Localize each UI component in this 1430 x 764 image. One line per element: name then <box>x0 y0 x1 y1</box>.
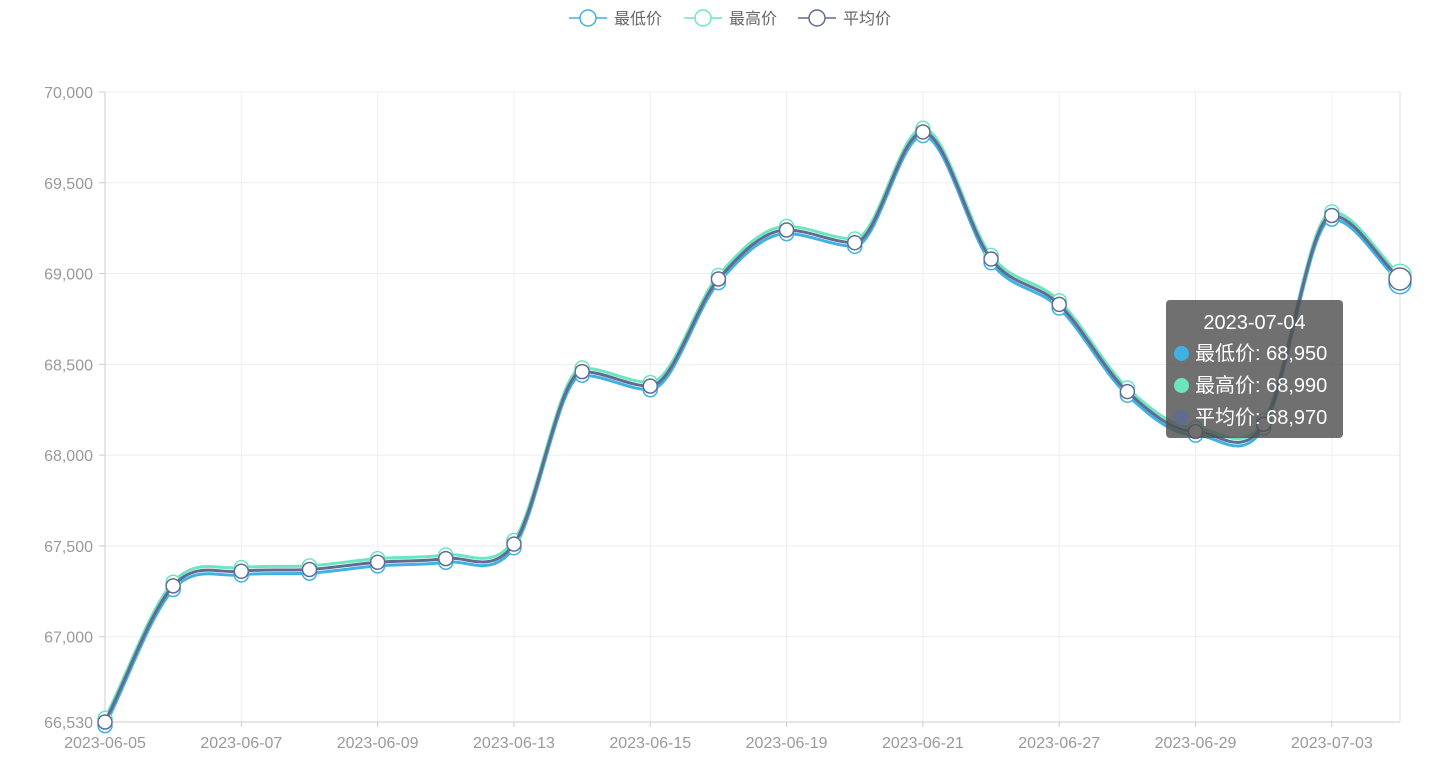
y-tick-label: 69,500 <box>44 176 93 193</box>
tooltip-row-min: 最低价: 68,950 <box>1174 338 1335 370</box>
series-avg-point[interactable] <box>438 550 454 567</box>
legend-item-max[interactable]: 最高价 <box>684 9 777 28</box>
series-avg-point[interactable] <box>1324 207 1340 224</box>
x-tick-label: 2023-06-15 <box>609 735 691 752</box>
y-tick-label: 68,500 <box>44 357 93 374</box>
y-tick-label: 69,000 <box>44 267 93 284</box>
x-tick-label: 2023-06-09 <box>337 735 419 752</box>
y-tick-label: 67,000 <box>44 630 93 647</box>
legend-item-min[interactable]: 最低价 <box>569 9 662 28</box>
hover-tooltip: 2023-07-04 最低价: 68,950 最高价: 68,990 平均价: … <box>1166 300 1343 438</box>
tooltip-row-avg: 平均价: 68,970 <box>1174 402 1335 434</box>
legend-min-marker-icon <box>579 9 597 27</box>
series-avg-point[interactable] <box>778 222 795 238</box>
x-tick-label: 2023-06-21 <box>882 735 964 752</box>
series-avg-point[interactable] <box>1388 267 1412 291</box>
tooltip-avg-dot-icon <box>1174 410 1189 425</box>
y-tick-label: 70,000 <box>44 85 93 102</box>
series-avg-point[interactable] <box>233 563 250 580</box>
legend-item-avg[interactable]: 平均价 <box>798 9 891 28</box>
tooltip-avg-text: 平均价: 68,970 <box>1195 407 1328 429</box>
series-avg-point[interactable] <box>710 271 727 287</box>
x-tick-label: 2023-06-13 <box>473 735 555 752</box>
series-avg-point[interactable] <box>165 578 181 594</box>
legend[interactable]: 最低价 最高价 平均价 <box>569 9 891 28</box>
x-tick-label: 2023-06-19 <box>746 735 828 752</box>
tooltip-max-text: 最高价: 68,990 <box>1195 375 1328 397</box>
x-tick-label: 2023-07-03 <box>1291 735 1373 752</box>
axes: 66,530 67,000 67,500 68,000 68,500 69,000 69,5… <box>44 85 1400 752</box>
legend-min-label: 最低价 <box>614 10 662 28</box>
series-avg-point[interactable] <box>1051 296 1067 313</box>
legend-avg-marker-icon <box>808 9 826 27</box>
series-avg-point[interactable] <box>301 561 318 578</box>
tooltip-min-dot-icon <box>1174 346 1189 361</box>
series-avg-point[interactable] <box>97 714 113 730</box>
series-avg-point[interactable] <box>1119 383 1136 400</box>
x-tick-label: 2023-06-29 <box>1155 735 1237 752</box>
y-tick-label: 68,000 <box>44 448 93 465</box>
x-tick-label: 2023-06-07 <box>200 735 282 752</box>
x-tick-label: 2023-06-27 <box>1018 735 1100 752</box>
tooltip-row-max: 最高价: 68,990 <box>1174 370 1335 402</box>
tooltip-min-text: 最低价: 68,950 <box>1195 343 1328 365</box>
series-avg-point[interactable] <box>574 363 590 380</box>
series-avg-point[interactable] <box>846 234 863 251</box>
series-avg-point[interactable] <box>983 251 999 267</box>
tooltip-max-dot-icon <box>1174 378 1189 393</box>
legend-max-label: 最高价 <box>729 10 777 28</box>
series-avg-point[interactable] <box>915 124 931 140</box>
x-tick-label: 2023-06-05 <box>64 735 146 752</box>
tooltip-title: 2023-07-04 <box>1203 312 1306 334</box>
y-tick-label: 67,500 <box>44 539 93 556</box>
series-avg-point[interactable] <box>369 554 386 570</box>
legend-avg-label: 平均价 <box>843 10 891 28</box>
legend-max-marker-icon <box>694 9 712 27</box>
series-avg-point[interactable] <box>642 378 659 394</box>
series-avg-point[interactable] <box>506 536 522 552</box>
y-tick-label: 66,530 <box>44 715 93 732</box>
